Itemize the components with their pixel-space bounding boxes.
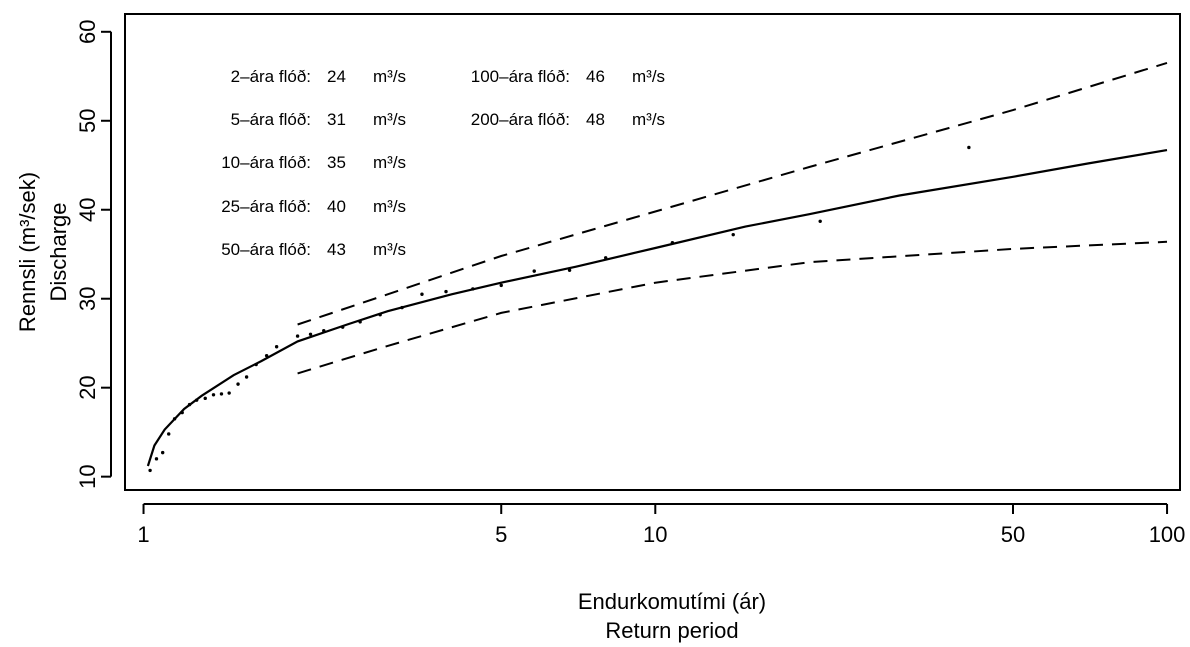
observed-point xyxy=(295,334,300,338)
y-tick-label: 10 xyxy=(75,464,100,488)
fitted-curve xyxy=(146,149,1168,467)
observed-point xyxy=(219,392,224,396)
plot-frame xyxy=(124,13,1181,491)
y-axis-title-english: Discharge xyxy=(46,202,71,301)
observed-point xyxy=(444,289,448,294)
flood-value: 43 xyxy=(327,240,346,259)
observed-point xyxy=(244,375,249,379)
observed-point xyxy=(308,332,313,336)
flood-estimates-annotation: 2–ára flóð: 24 m³/s 5–ára flóð: 31 m³/s 10–ára… xyxy=(221,67,665,259)
x-axis-title-english: Return period xyxy=(605,618,738,643)
y-tick-label: 30 xyxy=(75,286,100,310)
observed-point xyxy=(420,292,424,296)
flood-label: 10–ára flóð: xyxy=(221,153,311,172)
flood-unit: m³/s xyxy=(373,197,406,216)
flood-unit: m³/s xyxy=(373,240,406,259)
y-axis-title: Rennsli (m³/sek) xyxy=(15,172,40,332)
flood-label: 50–ára flóð: xyxy=(221,240,311,259)
y-tick-label: 60 xyxy=(75,20,100,44)
flood-value: 46 xyxy=(586,67,605,86)
observed-point xyxy=(236,382,240,386)
observed-point xyxy=(499,283,503,288)
x-axis: 1 5 10 50 100 xyxy=(137,503,1186,547)
observed-point xyxy=(148,468,152,473)
flood-value: 24 xyxy=(327,67,346,86)
flood-value: 31 xyxy=(327,110,346,129)
flood-unit: m³/s xyxy=(632,67,665,86)
flood-unit: m³/s xyxy=(632,110,665,129)
x-axis-title: Endurkomutími (ár) xyxy=(578,589,766,614)
flood-label: 5–ára flóð: xyxy=(231,110,311,129)
upper-confidence-bound xyxy=(297,61,1168,326)
observed-point xyxy=(203,396,207,401)
x-tick-label: 50 xyxy=(1001,522,1025,547)
observed-point xyxy=(274,345,279,349)
x-tick-label: 1 xyxy=(137,522,149,547)
observed-point xyxy=(211,393,216,397)
x-tick-label: 5 xyxy=(495,522,507,547)
flood-label: 100–ára flóð: xyxy=(471,67,570,86)
observed-point xyxy=(167,432,171,436)
lower-confidence-bound xyxy=(297,240,1168,375)
y-tick-label: 40 xyxy=(75,197,100,221)
observed-point xyxy=(731,232,735,237)
series-layer xyxy=(146,61,1168,473)
observed-point xyxy=(967,145,971,150)
observed-point xyxy=(532,269,536,273)
flood-label: 2–ára flóð: xyxy=(231,67,311,86)
flood-value: 40 xyxy=(327,197,346,216)
observed-point xyxy=(154,457,159,461)
observed-point xyxy=(818,219,822,224)
observed-point xyxy=(567,268,572,272)
flood-unit: m³/s xyxy=(373,67,406,86)
y-tick-label: 20 xyxy=(75,375,100,399)
flood-unit: m³/s xyxy=(373,110,406,129)
flood-label: 200–ára flóð: xyxy=(471,110,570,129)
x-tick-label: 100 xyxy=(1149,522,1186,547)
flood-label: 25–ára flóð: xyxy=(221,197,311,216)
flood-value: 35 xyxy=(327,153,346,172)
flood-value: 48 xyxy=(586,110,605,129)
observed-point xyxy=(160,450,165,455)
x-tick-label: 10 xyxy=(643,522,667,547)
observed-point xyxy=(227,391,231,395)
y-axis: 10 20 30 40 50 60 xyxy=(75,20,112,489)
y-tick-label: 50 xyxy=(75,109,100,133)
flood-unit: m³/s xyxy=(373,153,406,172)
